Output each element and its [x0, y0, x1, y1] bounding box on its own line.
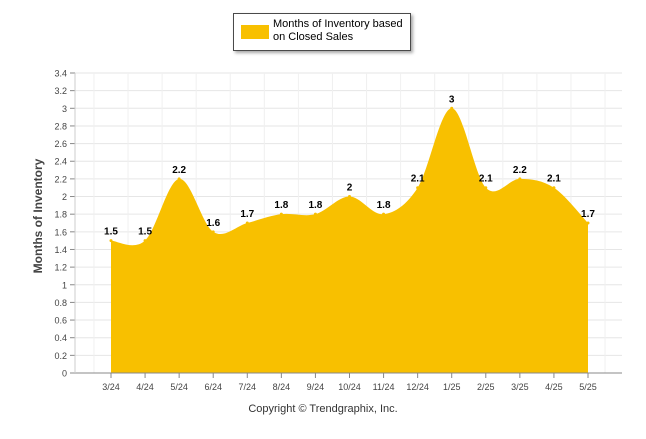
x-tick-label: 5/25 [579, 382, 597, 392]
data-label: 1.8 [377, 200, 391, 211]
y-tick-label: 0.6 [54, 316, 67, 326]
data-label: 1.8 [274, 200, 288, 211]
copyright-text: Copyright © Trendgraphix, Inc. [248, 403, 398, 415]
data-point [382, 212, 386, 216]
y-tick-label: 0 [62, 369, 67, 379]
y-tick-label: 1.8 [54, 210, 67, 220]
y-axis-title: Months of Inventory [31, 158, 45, 274]
data-label: 2.2 [513, 165, 527, 176]
legend-label: Months of Inventory based on Closed Sale… [273, 18, 403, 43]
data-label: 1.5 [104, 227, 118, 238]
x-tick-label: 11/24 [373, 382, 395, 392]
series-area [111, 108, 588, 373]
data-label: 1.7 [240, 209, 254, 220]
y-tick-label: 2.4 [54, 157, 67, 167]
y-tick-label: 1.2 [54, 263, 67, 273]
data-point [109, 239, 113, 243]
y-tick-label: 0.2 [54, 351, 67, 361]
x-tick-label: 7/24 [239, 382, 257, 392]
x-tick-label: 1/25 [443, 382, 461, 392]
y-tick-label: 0.4 [54, 333, 67, 343]
y-tick-label: 3.4 [54, 69, 67, 79]
y-tick-label: 1 [62, 280, 67, 290]
data-point [245, 221, 249, 225]
y-tick-label: 1.6 [54, 227, 67, 237]
y-tick-label: 3.2 [54, 86, 67, 96]
data-point [552, 186, 556, 190]
data-label: 1.5 [138, 227, 152, 238]
data-label: 2.1 [411, 174, 425, 185]
legend: Months of Inventory based on Closed Sale… [233, 13, 411, 51]
x-tick-label: 12/24 [406, 382, 429, 392]
data-point [211, 230, 215, 234]
x-tick-label: 3/25 [511, 382, 529, 392]
x-tick-label: 8/24 [273, 382, 291, 392]
data-point [586, 221, 590, 225]
data-point [143, 239, 147, 243]
data-point [348, 195, 351, 199]
y-tick-label: 2.6 [54, 139, 67, 149]
y-tick-label: 1.4 [54, 245, 67, 255]
data-point [279, 212, 283, 216]
y-tick-label: 2 [62, 192, 67, 202]
y-tick-label: 2.8 [54, 121, 67, 131]
x-tick-label: 3/24 [102, 382, 120, 392]
x-tick-label: 4/24 [136, 382, 154, 392]
x-tick-label: 10/24 [338, 382, 361, 392]
data-point [518, 177, 522, 181]
data-label: 1.7 [581, 209, 595, 220]
data-label: 1.6 [206, 218, 220, 229]
data-label: 2.1 [547, 174, 561, 185]
x-tick-label: 9/24 [307, 382, 325, 392]
y-tick-label: 0.8 [54, 298, 67, 308]
data-point [416, 186, 420, 190]
x-tick-label: 4/25 [545, 382, 563, 392]
data-point [313, 212, 317, 216]
legend-swatch [241, 25, 269, 39]
data-label: 1.8 [308, 200, 322, 211]
data-label: 3 [449, 94, 455, 105]
data-label: 2.1 [479, 174, 493, 185]
x-tick-label: 2/25 [477, 382, 495, 392]
y-tick-label: 2.2 [54, 174, 67, 184]
data-point [450, 106, 454, 110]
x-tick-label: 6/24 [204, 382, 222, 392]
y-tick-label: 3 [62, 104, 67, 114]
x-tick-label: 5/24 [170, 382, 188, 392]
data-point [177, 177, 181, 181]
data-label: 2.2 [172, 165, 186, 176]
data-point [484, 186, 488, 190]
data-label: 2 [347, 183, 353, 194]
